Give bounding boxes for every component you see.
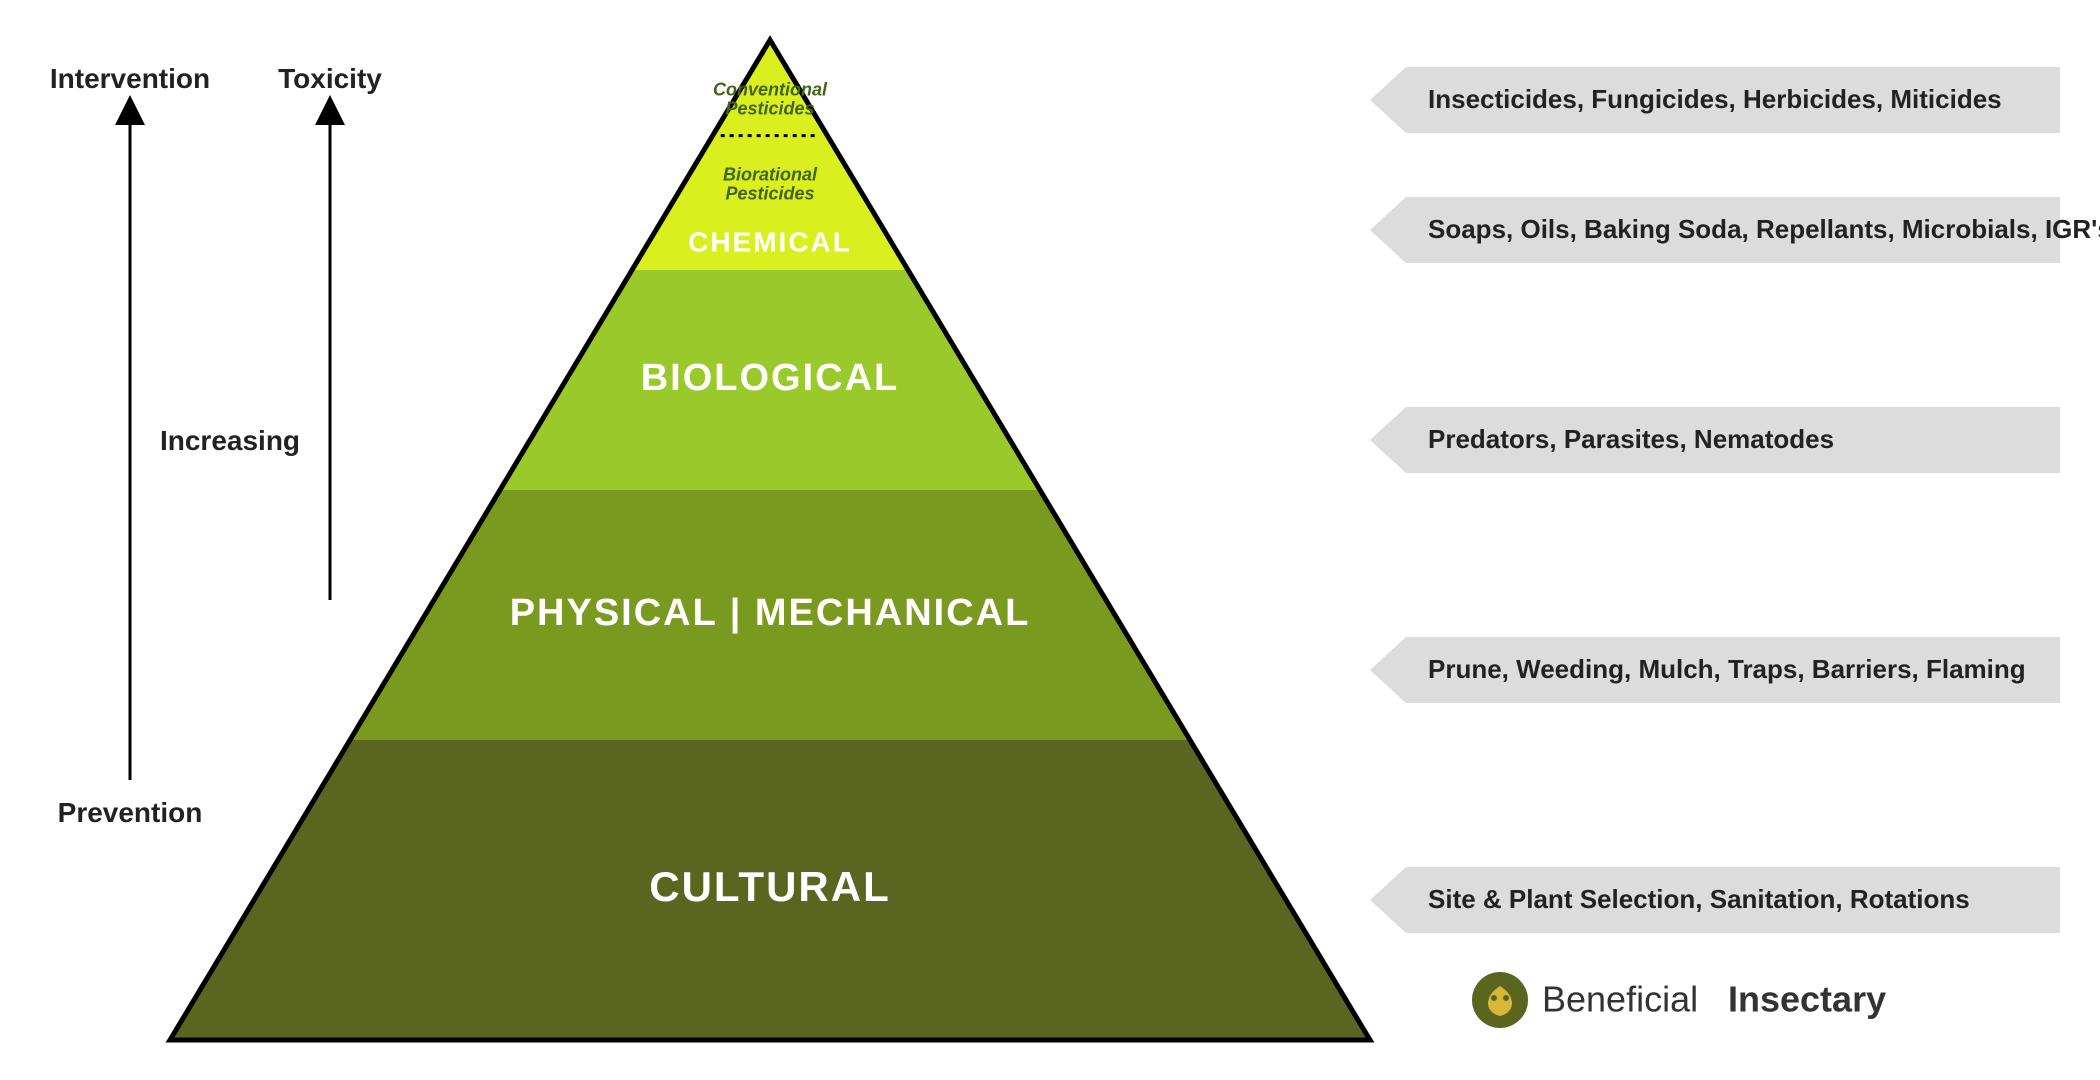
axis-label-prevention: Prevention — [58, 797, 203, 828]
callout-text: Prune, Weeding, Mulch, Traps, Barriers, … — [1428, 654, 2026, 684]
pyramid: CULTURAL PHYSICAL | MECHANICAL BIOLOGICAL C… — [170, 40, 1370, 1040]
callout-text: Predators, Parasites, Nematodes — [1428, 424, 1834, 454]
ipm-pyramid-infographic: CULTURAL PHYSICAL | MECHANICAL BIOLOGICAL C… — [0, 0, 2100, 1080]
axis-label-intervention: Intervention — [50, 63, 210, 94]
brand-logo: Beneficial Insectary — [1472, 972, 1886, 1028]
logo-text-light: Beneficial — [1542, 979, 1698, 1020]
tier-label: PHYSICAL | MECHANICAL — [510, 592, 1031, 634]
chemical-upper-sublabel: Conventional — [713, 80, 828, 100]
tier-label: CHEMICAL — [688, 226, 852, 257]
tier-label: BIOLOGICAL — [641, 357, 900, 399]
tier-label: CULTURAL — [649, 863, 891, 910]
callout-text: Soaps, Oils, Baking Soda, Repellants, Mi… — [1428, 214, 2100, 244]
axis-arrows: Intervention Toxicity Increasing Prevention — [50, 63, 382, 828]
callout-text: Site & Plant Selection, Sanitation, Rota… — [1428, 884, 1970, 914]
chemical-upper-sublabel: Pesticides — [725, 99, 814, 119]
callout-text: Insecticides, Fungicides, Herbicides, Mi… — [1428, 84, 2002, 114]
diagram-svg: CULTURAL PHYSICAL | MECHANICAL BIOLOGICAL C… — [0, 0, 2100, 1080]
callouts: Insecticides, Fungicides, Herbicides, Mi… — [1370, 67, 2100, 933]
chemical-lower-sublabel: Pesticides — [725, 184, 814, 204]
logo-bee-icon — [1503, 995, 1509, 1001]
axis-label-toxicity: Toxicity — [278, 63, 382, 94]
axis-label-increasing: Increasing — [160, 425, 300, 456]
chemical-lower-sublabel: Biorational — [723, 165, 818, 185]
logo-bee-icon — [1491, 995, 1497, 1001]
logo-text-bold: Insectary — [1728, 979, 1886, 1020]
